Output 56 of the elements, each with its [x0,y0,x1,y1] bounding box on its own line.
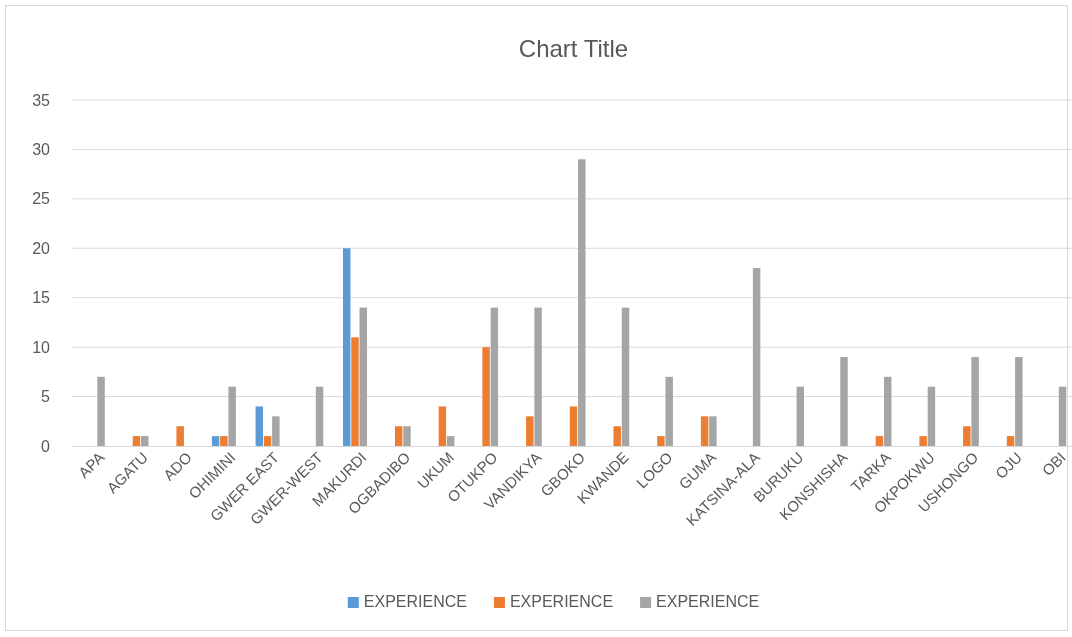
bar [752,268,761,446]
bar [526,416,534,446]
x-tick-label: APA [74,448,108,482]
bar [709,416,717,446]
bar [176,426,184,446]
bar [490,307,499,446]
bar [438,406,447,446]
x-tick-label: OBI [1038,448,1069,479]
bar [446,436,455,446]
bar [883,376,892,446]
y-tick-label: 5 [41,388,51,406]
legend-label: EXPERIENCE [509,593,614,610]
bar [315,386,324,446]
bar [665,376,673,446]
bar [919,436,927,446]
bar [840,357,848,446]
bar [1006,436,1015,446]
y-tick-label: 20 [32,239,51,257]
bar [657,436,665,446]
bar [220,436,228,446]
bar [875,436,884,446]
bar [97,376,105,446]
bar [534,307,542,446]
bar [403,426,411,446]
bar [613,426,621,446]
y-tick-label: 0 [41,437,51,455]
bar [263,436,272,446]
bar [342,248,351,446]
bar [1058,386,1067,446]
bar [211,436,220,446]
bar [351,337,359,446]
legend-label: EXPERIENCE [656,593,760,610]
legend-label: EXPERIENCE [363,593,467,610]
bar [255,406,264,446]
bar [228,386,236,446]
y-tick-label: 10 [32,338,51,356]
bar [394,426,403,446]
bar [796,386,805,446]
bar [1015,357,1023,446]
bar [132,436,141,446]
bar [578,159,586,446]
bar [927,386,936,446]
bar [141,436,149,446]
bar [482,347,490,446]
bar [700,416,709,446]
y-tick-label: 30 [32,141,51,159]
y-tick-label: 35 [32,91,51,109]
bar [971,357,979,446]
bar [963,426,971,446]
bar [272,416,280,446]
chart-title: Chart Title [518,35,629,62]
bar [359,307,367,446]
y-tick-label: 25 [32,190,51,208]
bar [569,406,578,446]
y-tick-label: 15 [32,289,51,307]
bar [621,307,630,446]
